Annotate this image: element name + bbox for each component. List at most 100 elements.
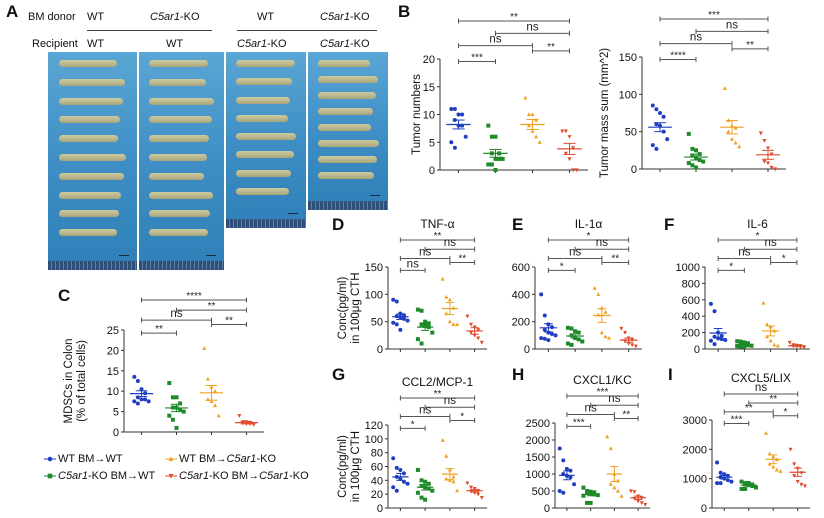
chart-c: 0 5 10 15 20 25 MDSCs in Colon (% of total cell… <box>63 291 264 439</box>
panel-label-d: D <box>332 215 345 234</box>
data-point <box>726 129 731 134</box>
data-point <box>592 490 597 495</box>
y-tick-label: 600 <box>512 262 530 274</box>
data-point <box>419 308 424 313</box>
row-label-recipient: Recipient <box>32 38 78 50</box>
data-point <box>213 389 218 393</box>
data-point <box>178 401 183 406</box>
colon-specimen <box>149 154 207 161</box>
data-point <box>799 482 804 487</box>
y-tick-label: 0 <box>113 427 119 439</box>
significance-label: ** <box>208 301 216 312</box>
y-tick-label: 0 <box>694 344 700 356</box>
y-axis-label: in 100μg CTH <box>350 272 362 343</box>
panel-label-a: A <box>6 2 19 21</box>
data-point <box>563 151 568 156</box>
data-point <box>534 134 539 139</box>
data-point <box>557 489 562 493</box>
y-axis-label: Tumor mass sum (mm^2) <box>599 48 611 178</box>
data-point <box>479 496 484 500</box>
data-point <box>615 488 620 493</box>
data-point <box>486 123 491 128</box>
data-point <box>549 331 554 336</box>
colon-specimen <box>58 97 123 105</box>
scale-bar <box>288 212 298 214</box>
data-point <box>795 480 800 484</box>
data-point <box>749 343 754 348</box>
data-point <box>628 489 633 494</box>
data-point <box>497 156 502 161</box>
colon-specimen <box>149 97 215 105</box>
data-point <box>500 156 505 161</box>
data-point <box>626 341 631 346</box>
data-point <box>569 326 574 331</box>
data-point <box>761 300 766 305</box>
data-point <box>571 146 576 150</box>
data-point <box>398 467 403 472</box>
data-point <box>419 483 424 488</box>
colon-specimen <box>235 96 290 104</box>
significance-label: *** <box>731 414 743 425</box>
data-point <box>440 276 445 281</box>
y-tick-label: 5 <box>113 407 119 419</box>
data-point <box>493 168 498 172</box>
data-point <box>771 464 776 469</box>
data-point <box>573 329 578 334</box>
significance-label: ** <box>434 231 442 242</box>
data-point <box>766 146 770 151</box>
panel-label-f: F <box>664 215 675 234</box>
data-point <box>444 294 449 299</box>
legend-marker-icon <box>165 474 177 479</box>
legend-item: C5ar1-KO BM→C5ar1-KO <box>165 470 309 482</box>
data-point <box>581 485 586 490</box>
colon-specimen <box>317 92 376 99</box>
significance-label: ns <box>755 382 767 394</box>
data-point <box>733 140 738 145</box>
data-point <box>581 493 586 498</box>
y-tick-label: 5 <box>429 137 435 149</box>
significance-label: ns <box>765 237 777 249</box>
data-point <box>585 489 590 493</box>
y-axis-label: Conc(pg/ml) <box>337 277 349 340</box>
data-point <box>405 318 410 323</box>
data-point <box>440 438 445 442</box>
data-point <box>132 374 137 379</box>
data-point <box>580 339 585 344</box>
significance-label: * <box>460 411 464 422</box>
data-point <box>690 146 695 151</box>
data-point <box>569 333 574 338</box>
data-point <box>661 114 666 119</box>
data-point <box>423 479 428 484</box>
colon-specimen <box>149 210 211 218</box>
data-point <box>701 159 706 164</box>
y-tick-label: 600 <box>682 295 700 307</box>
y-axis-label: Tumor numbers <box>411 74 423 155</box>
colon-specimen <box>58 78 125 86</box>
data-point <box>135 395 140 400</box>
data-point <box>202 346 207 350</box>
data-point <box>391 456 396 461</box>
data-point <box>719 337 724 342</box>
y-tick-label: 80 <box>371 448 383 460</box>
data-point <box>530 128 535 133</box>
row-label-donor: BM donor <box>28 11 76 23</box>
data-point <box>452 145 457 150</box>
data-point <box>775 343 780 348</box>
significance-label: * <box>587 231 591 242</box>
y-tick-label: 2000 <box>683 444 707 456</box>
data-point <box>476 328 481 333</box>
panel-label-g: G <box>332 365 346 384</box>
significance-label: ** <box>434 389 442 400</box>
data-point <box>469 485 474 490</box>
significance-label: ** <box>225 315 233 326</box>
significance-label: ** <box>547 42 555 53</box>
chart-title: CXCL5/LIX <box>731 371 791 385</box>
data-point <box>415 490 420 495</box>
data-point <box>213 403 218 408</box>
significance-label: ns <box>419 404 431 416</box>
data-point <box>405 481 410 486</box>
y-tick-label: 200 <box>512 317 530 329</box>
recipient-col-2: WT <box>166 38 184 50</box>
